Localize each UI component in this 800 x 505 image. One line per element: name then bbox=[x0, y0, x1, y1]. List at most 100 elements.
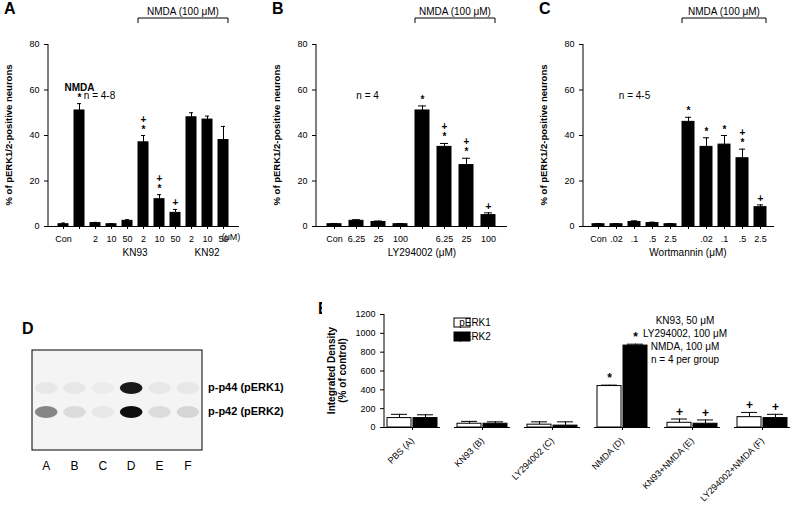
svg-text:.5: .5 bbox=[649, 234, 657, 244]
svg-text:NMDA, 100 μM: NMDA, 100 μM bbox=[651, 341, 720, 352]
svg-text:+: + bbox=[746, 398, 753, 412]
svg-text:KN92: KN92 bbox=[194, 247, 219, 258]
svg-text:800: 800 bbox=[360, 347, 375, 357]
svg-text:60: 60 bbox=[29, 85, 39, 95]
svg-text:50: 50 bbox=[170, 234, 180, 244]
svg-text:*: * bbox=[687, 105, 691, 116]
svg-text:50: 50 bbox=[122, 234, 132, 244]
svg-text:+: + bbox=[173, 197, 179, 208]
svg-text:PBS (A): PBS (A) bbox=[386, 436, 416, 466]
svg-text:n = 4 per group: n = 4 per group bbox=[651, 354, 720, 365]
svg-text:*: * bbox=[607, 371, 612, 385]
svg-text:KN93: KN93 bbox=[122, 247, 147, 258]
svg-text:Integrated Density(% of contro: Integrated Density(% of control) bbox=[326, 326, 348, 414]
svg-text:NMDA (100 μM): NMDA (100 μM) bbox=[688, 6, 760, 17]
svg-text:6.25: 6.25 bbox=[348, 234, 366, 244]
svg-text:Wortmannin (μM): Wortmannin (μM) bbox=[649, 247, 726, 258]
svg-text:200: 200 bbox=[360, 404, 375, 414]
svg-text:1000: 1000 bbox=[355, 328, 375, 338]
svg-text:% of pERK1/2-positive neurons: % of pERK1/2-positive neurons bbox=[538, 65, 549, 206]
svg-text:400: 400 bbox=[360, 385, 375, 395]
svg-text:20: 20 bbox=[29, 176, 39, 186]
svg-text:*: * bbox=[633, 330, 638, 344]
svg-text:100: 100 bbox=[393, 234, 408, 244]
svg-text:KN93 (B): KN93 (B) bbox=[453, 436, 486, 469]
svg-text:n = 4: n = 4 bbox=[356, 90, 379, 101]
svg-text:80: 80 bbox=[29, 39, 39, 49]
svg-text:2: 2 bbox=[93, 234, 98, 244]
svg-text:+*: +* bbox=[141, 114, 147, 135]
svg-text:0: 0 bbox=[302, 221, 307, 231]
svg-text:*: * bbox=[421, 94, 425, 105]
svg-text:10: 10 bbox=[154, 234, 164, 244]
svg-text:+: + bbox=[676, 405, 683, 419]
svg-text:1200: 1200 bbox=[355, 309, 375, 319]
svg-text:20: 20 bbox=[297, 176, 307, 186]
svg-text:80: 80 bbox=[564, 39, 574, 49]
svg-text:80: 80 bbox=[297, 39, 307, 49]
svg-text:KN93, 50 μM: KN93, 50 μM bbox=[656, 315, 715, 326]
svg-text:(μM): (μM) bbox=[222, 232, 241, 242]
svg-text:.02: .02 bbox=[610, 234, 623, 244]
svg-text:+*: +* bbox=[442, 121, 448, 142]
svg-text:600: 600 bbox=[360, 366, 375, 376]
svg-text:E: E bbox=[155, 459, 163, 473]
svg-text:+: + bbox=[758, 193, 764, 204]
svg-text:KN93+NMDA (E): KN93+NMDA (E) bbox=[641, 436, 696, 491]
svg-text:LY294002, 100 μM: LY294002, 100 μM bbox=[643, 328, 727, 339]
svg-text:% of pERK1/2-positive neurons: % of pERK1/2-positive neurons bbox=[3, 65, 14, 206]
svg-text:LY294002 (μM): LY294002 (μM) bbox=[388, 247, 456, 258]
svg-text:.1: .1 bbox=[631, 234, 639, 244]
svg-text:NMDA (100 μM): NMDA (100 μM) bbox=[147, 6, 219, 17]
svg-text:.5: .5 bbox=[739, 234, 747, 244]
svg-text:40: 40 bbox=[297, 130, 307, 140]
svg-text:C: C bbox=[98, 459, 107, 473]
svg-text:Con: Con bbox=[590, 234, 607, 244]
svg-text:p-p42 (pERK2): p-p42 (pERK2) bbox=[208, 405, 284, 417]
svg-text:40: 40 bbox=[564, 130, 574, 140]
svg-text:+*: +* bbox=[157, 173, 163, 194]
svg-text:pERK2: pERK2 bbox=[459, 331, 491, 342]
svg-text:2.5: 2.5 bbox=[664, 234, 677, 244]
svg-text:+: + bbox=[486, 201, 492, 212]
svg-text:0: 0 bbox=[370, 422, 375, 432]
svg-text:0: 0 bbox=[569, 221, 574, 231]
svg-text:*: * bbox=[723, 124, 727, 135]
svg-text:+: + bbox=[702, 406, 709, 420]
svg-text:60: 60 bbox=[297, 85, 307, 95]
svg-text:20: 20 bbox=[564, 176, 574, 186]
svg-text:n = 4-8: n = 4-8 bbox=[84, 90, 116, 101]
svg-text:pERK1: pERK1 bbox=[459, 317, 491, 328]
svg-text:LY294002 (C): LY294002 (C) bbox=[510, 436, 556, 482]
svg-text:.02: .02 bbox=[700, 234, 713, 244]
svg-text:2.5: 2.5 bbox=[754, 234, 767, 244]
svg-text:2: 2 bbox=[141, 234, 146, 244]
svg-text:60: 60 bbox=[564, 85, 574, 95]
svg-text:.1: .1 bbox=[721, 234, 729, 244]
svg-text:2: 2 bbox=[189, 234, 194, 244]
svg-text:F: F bbox=[184, 459, 191, 473]
svg-text:40: 40 bbox=[29, 130, 39, 140]
svg-text:0: 0 bbox=[34, 221, 39, 231]
svg-text:10: 10 bbox=[202, 234, 212, 244]
svg-text:+*: +* bbox=[464, 136, 470, 157]
svg-text:100: 100 bbox=[481, 234, 496, 244]
svg-text:25: 25 bbox=[461, 234, 471, 244]
svg-text:+: + bbox=[772, 400, 779, 414]
svg-text:n = 4-5: n = 4-5 bbox=[619, 90, 651, 101]
svg-text:NMDA (100 μM): NMDA (100 μM) bbox=[419, 6, 491, 17]
svg-text:D: D bbox=[127, 459, 136, 473]
svg-text:10: 10 bbox=[106, 234, 116, 244]
svg-text:% of pERK1/2-positive neurons: % of pERK1/2-positive neurons bbox=[271, 65, 282, 206]
svg-text:B: B bbox=[70, 459, 78, 473]
svg-text:+*: +* bbox=[740, 127, 746, 148]
svg-text:A: A bbox=[42, 459, 50, 473]
svg-text:Con: Con bbox=[326, 234, 343, 244]
svg-text:6.25: 6.25 bbox=[436, 234, 454, 244]
svg-text:25: 25 bbox=[373, 234, 383, 244]
svg-text:Con: Con bbox=[55, 234, 72, 244]
svg-text:NMDA (D): NMDA (D) bbox=[590, 436, 626, 472]
svg-text:*: * bbox=[705, 126, 709, 137]
svg-text:LY294002+NMDA (F): LY294002+NMDA (F) bbox=[698, 436, 766, 504]
svg-text:p-p44 (pERK1): p-p44 (pERK1) bbox=[208, 381, 284, 393]
